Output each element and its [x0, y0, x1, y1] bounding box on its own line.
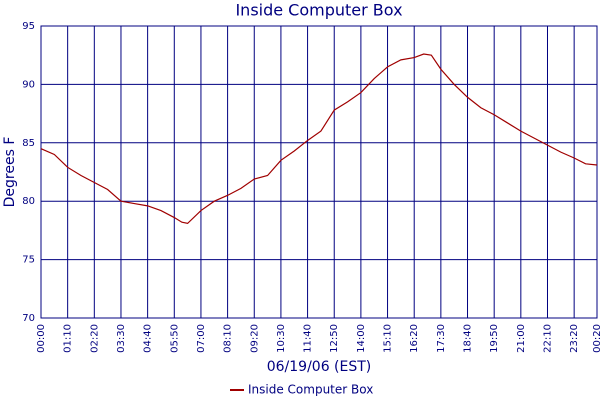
- x-tick-label: 05:50: [169, 324, 180, 353]
- y-tick-label: 75: [22, 255, 35, 266]
- x-tick-label: 12:50: [329, 324, 340, 353]
- data-line: [40, 53, 598, 225]
- x-tick-label: 00:20: [592, 324, 600, 353]
- y-tick-label: 95: [22, 21, 35, 32]
- x-tick-label: 14:00: [356, 324, 367, 353]
- x-tick-label: 07:00: [196, 324, 207, 353]
- x-tick-label: 03:30: [116, 324, 127, 353]
- y-tick-label: 70: [22, 313, 35, 324]
- x-tick-label: 19:50: [489, 324, 500, 353]
- x-tick-label: 23:20: [569, 324, 580, 353]
- y-tick-label: 90: [22, 79, 35, 90]
- x-tick-label: 17:30: [436, 324, 447, 353]
- x-tick-label: 15:10: [383, 324, 394, 353]
- chart-title: Inside Computer Box: [235, 1, 402, 20]
- x-tick-label: 01:10: [63, 324, 74, 353]
- x-tick-label: 21:00: [516, 324, 527, 353]
- y-tick-label: 80: [22, 196, 35, 207]
- x-axis-label: 06/19/06 (EST): [267, 359, 372, 375]
- x-tick-label: 16:20: [409, 324, 420, 353]
- x-tick-label: 10:30: [276, 324, 287, 353]
- plot-area: [40, 25, 598, 319]
- x-tick-label: 09:20: [249, 324, 260, 353]
- y-tick-label: 85: [22, 138, 35, 149]
- x-tick-label: 11:40: [303, 324, 314, 353]
- x-tick-label: 18:40: [463, 324, 474, 353]
- x-tick-label: 22:10: [542, 324, 553, 353]
- x-tick-label: 02:20: [89, 324, 100, 353]
- x-tick-label: 08:10: [223, 324, 234, 353]
- x-tick-label: 04:40: [143, 324, 154, 353]
- y-axis-label: Degrees F: [2, 137, 18, 208]
- x-tick-label: 00:00: [36, 324, 47, 353]
- legend-label: Inside Computer Box: [248, 383, 373, 397]
